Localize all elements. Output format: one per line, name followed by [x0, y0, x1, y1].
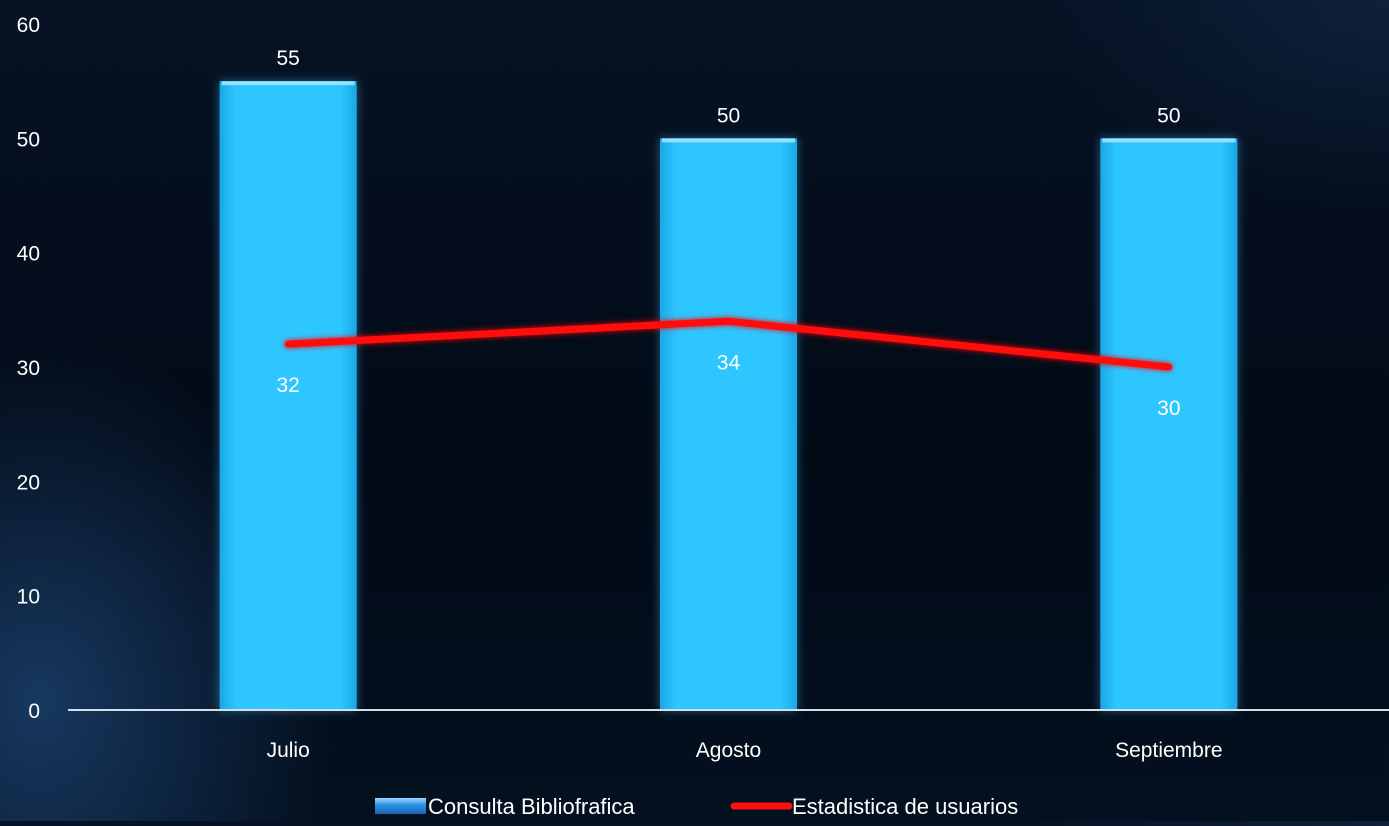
y-tick-label: 40: [17, 243, 40, 266]
x-category-label: Agosto: [696, 739, 761, 762]
line-value-label: 32: [276, 374, 299, 397]
y-tick-label: 60: [17, 14, 40, 37]
y-tick-label: 0: [28, 700, 40, 723]
y-tick-label: 30: [17, 357, 40, 380]
legend-label: Estadistica de usuarios: [792, 794, 1018, 819]
bar-value-label: 50: [1157, 104, 1180, 127]
line-point: [1168, 366, 1170, 368]
y-tick-label: 10: [17, 586, 40, 609]
legend: Consulta Bibliofrafica Estadistica de usu…: [375, 794, 1018, 819]
legend-swatch-bar: [375, 798, 426, 814]
line-value-label: 34: [717, 351, 741, 374]
y-tick-label: 50: [17, 128, 40, 151]
x-category-label: Septiembre: [1115, 739, 1222, 762]
x-category-label: Julio: [267, 739, 310, 762]
line-value-label: 30: [1157, 397, 1180, 420]
line-point: [287, 343, 289, 345]
bar: [660, 138, 797, 711]
x-axis: Julio Agosto Septiembre: [68, 709, 1389, 762]
data-labels: 55 50 50 32 34 30: [276, 47, 1180, 420]
line-point: [728, 320, 729, 322]
legend-item-line: Estadistica de usuarios: [730, 794, 1018, 819]
bar: [219, 81, 357, 710]
bar-series: [219, 81, 1238, 711]
bar-value-label: 55: [276, 47, 299, 70]
legend-label: Consulta Bibliofrafica: [428, 794, 635, 819]
bar: [1100, 138, 1238, 711]
legend-item-bar: Consulta Bibliofrafica: [375, 794, 635, 819]
y-axis: 0 10 20 30 40 50 60: [17, 14, 40, 723]
bar-value-label: 50: [717, 104, 740, 127]
y-tick-label: 20: [17, 471, 40, 494]
line-series: [284, 317, 1173, 371]
